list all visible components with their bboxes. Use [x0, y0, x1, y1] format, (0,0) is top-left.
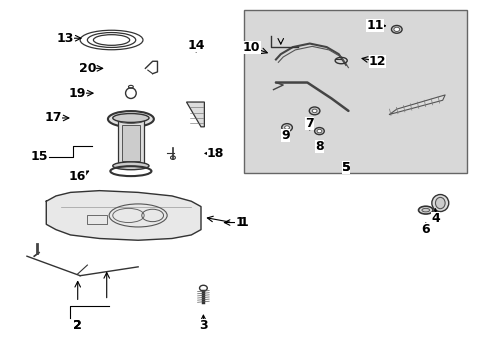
Text: 2: 2 — [73, 319, 82, 332]
Ellipse shape — [281, 123, 292, 131]
Ellipse shape — [199, 285, 207, 291]
Text: 17: 17 — [45, 112, 62, 125]
Text: 4: 4 — [430, 212, 439, 225]
Polygon shape — [389, 95, 444, 114]
Text: 10: 10 — [243, 41, 260, 54]
Bar — [122, 125, 139, 161]
Ellipse shape — [435, 197, 444, 209]
Text: 13: 13 — [57, 32, 74, 45]
Polygon shape — [46, 191, 201, 240]
Text: 19: 19 — [69, 87, 86, 100]
Ellipse shape — [113, 113, 149, 122]
Ellipse shape — [316, 129, 321, 133]
Text: 14: 14 — [187, 39, 204, 52]
Text: 9: 9 — [281, 129, 289, 142]
Ellipse shape — [391, 26, 401, 33]
Text: 16: 16 — [69, 170, 86, 183]
Text: 18: 18 — [206, 147, 224, 160]
Text: 8: 8 — [314, 140, 323, 153]
Text: 5: 5 — [341, 161, 350, 174]
Text: 6: 6 — [421, 223, 429, 236]
Ellipse shape — [431, 194, 448, 212]
Text: 3: 3 — [199, 319, 207, 332]
Ellipse shape — [284, 126, 289, 129]
Ellipse shape — [116, 114, 145, 123]
Ellipse shape — [308, 107, 319, 115]
Text: 1: 1 — [239, 216, 248, 229]
Bar — [244, 10, 466, 173]
Ellipse shape — [418, 206, 432, 214]
Ellipse shape — [113, 162, 149, 170]
Text: 2: 2 — [73, 319, 82, 332]
Ellipse shape — [421, 208, 429, 212]
Text: 5: 5 — [341, 161, 350, 174]
Text: 7: 7 — [305, 117, 313, 130]
Text: 11: 11 — [366, 19, 383, 32]
Polygon shape — [186, 102, 204, 127]
Text: 20: 20 — [79, 62, 96, 75]
Ellipse shape — [393, 27, 399, 31]
Text: 15: 15 — [30, 150, 48, 163]
Text: 12: 12 — [368, 55, 386, 68]
Ellipse shape — [311, 109, 316, 113]
Bar — [87, 215, 106, 224]
Ellipse shape — [108, 111, 154, 127]
Ellipse shape — [314, 127, 324, 135]
Bar — [118, 118, 143, 166]
Text: 1: 1 — [235, 216, 244, 229]
